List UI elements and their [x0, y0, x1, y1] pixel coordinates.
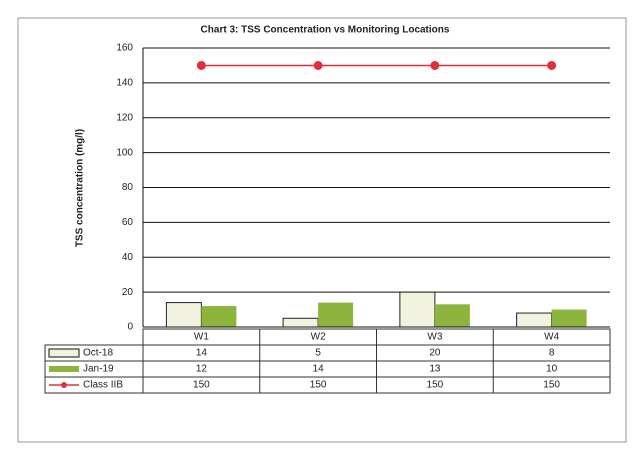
y-tick-label: 0: [127, 322, 133, 333]
table-value: 8: [549, 348, 555, 359]
chart-frame: [17, 17, 627, 443]
bar: [551, 309, 587, 327]
table-value: 150: [543, 380, 560, 391]
y-tick-label: 60: [122, 217, 134, 228]
y-tick-label: 20: [122, 287, 134, 298]
table-value: 150: [427, 380, 444, 391]
table-value: 5: [315, 348, 321, 359]
legend-label: Oct-18: [83, 348, 113, 359]
table-value: 12: [196, 364, 208, 375]
x-tick-label: W2: [311, 332, 326, 343]
bar: [201, 306, 237, 327]
legend-swatch: [48, 348, 80, 358]
line-marker: [430, 60, 440, 70]
bar: [516, 312, 553, 328]
table-value: 14: [313, 364, 325, 375]
y-tick-label: 40: [122, 252, 134, 263]
y-tick-label: 140: [116, 78, 133, 89]
table-value: 150: [310, 380, 327, 391]
y-tick-label: 160: [116, 43, 133, 54]
bar: [399, 291, 436, 328]
bar: [165, 302, 202, 328]
legend-label: Jan-19: [83, 364, 114, 375]
y-tick-label: 120: [116, 112, 133, 123]
y-tick-label: 100: [116, 147, 133, 158]
y-tick-label: 80: [122, 182, 134, 193]
line-marker: [313, 60, 323, 70]
chart-title: Chart 3: TSS Concentration vs Monitoring…: [201, 25, 450, 36]
x-tick-label: W3: [427, 332, 442, 343]
table-value: 20: [429, 348, 441, 359]
bar: [318, 302, 354, 327]
x-tick-label: W1: [194, 332, 209, 343]
legend-label: Class IIB: [83, 380, 123, 391]
legend-swatch: [49, 366, 79, 372]
table-value: 10: [546, 364, 558, 375]
bar: [434, 304, 470, 327]
legend-marker: [61, 382, 67, 388]
table-value: 14: [196, 348, 208, 359]
table-value: 13: [429, 364, 441, 375]
table-value: 150: [193, 380, 210, 391]
bar: [282, 317, 319, 328]
y-axis-label: TSS concentration (mg/l): [75, 129, 86, 247]
x-tick-label: W4: [544, 332, 559, 343]
line-marker: [547, 60, 557, 70]
line-marker: [196, 60, 206, 70]
